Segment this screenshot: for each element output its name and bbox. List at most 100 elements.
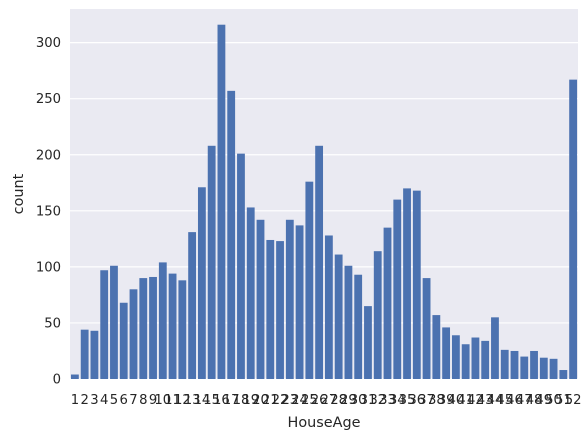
x-tick-label: 34 <box>389 393 406 408</box>
x-tick-label: 9 <box>149 393 157 408</box>
x-tick-label: 40 <box>447 393 464 408</box>
bar-34 <box>393 199 402 379</box>
x-tick-label: 19 <box>242 393 259 408</box>
bar-29 <box>344 265 353 379</box>
bar-44 <box>491 317 499 379</box>
x-tick-label: 45 <box>496 393 513 408</box>
x-tick-label: 30 <box>350 393 367 408</box>
x-tick-label: 46 <box>506 393 523 408</box>
bar-16 <box>217 24 226 380</box>
x-tick-label: 12 <box>174 393 191 408</box>
x-tick-label: 49 <box>535 393 552 408</box>
x-tick-label: 39 <box>438 393 455 408</box>
bar-17 <box>227 90 236 380</box>
bar-1 <box>70 374 79 379</box>
bar-28 <box>334 254 343 379</box>
bar-35 <box>403 188 411 379</box>
y-tick-label: 200 <box>36 148 61 163</box>
x-tick-label: 1 <box>71 393 79 408</box>
y-axis-ticks: 0 50 100 150 200 250 300 <box>36 36 61 387</box>
x-tick-label: 21 <box>262 393 279 408</box>
bar-26 <box>315 145 324 379</box>
x-tick-label: 5 <box>110 393 118 408</box>
bar-23 <box>285 219 294 379</box>
y-tick-label: 250 <box>36 92 61 107</box>
x-tick-label: 15 <box>203 393 220 408</box>
bar-14 <box>197 187 206 379</box>
bars <box>70 24 578 380</box>
bar-10 <box>158 262 167 379</box>
x-tick-label: 13 <box>184 393 201 408</box>
bar-43 <box>481 340 490 379</box>
bar-27 <box>324 235 333 379</box>
y-tick-label: 50 <box>44 316 61 331</box>
x-tick-label: 28 <box>330 393 347 408</box>
bar-41 <box>461 344 470 379</box>
bar-42 <box>471 337 480 379</box>
bar-21 <box>266 239 275 379</box>
x-tick-label: 52 <box>565 393 582 408</box>
x-tick-label: 50 <box>545 393 562 408</box>
x-tick-label: 20 <box>252 393 269 408</box>
bar-31 <box>364 306 372 379</box>
bar-36 <box>412 190 421 379</box>
x-tick-label: 16 <box>213 393 230 408</box>
bar-30 <box>354 274 363 379</box>
bar-9 <box>149 276 157 379</box>
x-tick-label: 26 <box>311 393 328 408</box>
y-tick-label: 100 <box>36 260 61 275</box>
x-tick-label: 10 <box>154 393 171 408</box>
bar-50 <box>549 358 558 379</box>
bar-45 <box>500 349 509 379</box>
x-tick-label: 22 <box>272 393 289 408</box>
bar-15 <box>207 145 216 379</box>
x-axis-label: HouseAge <box>288 415 361 431</box>
bar-11 <box>168 273 177 379</box>
bar-8 <box>139 278 148 379</box>
bar-39 <box>442 327 451 379</box>
bar-47 <box>520 356 529 379</box>
bar-32 <box>373 251 382 379</box>
x-axis-ticks: 1 2 3 4 5 6 7 8 91011121314151617181920212223242… <box>71 393 582 408</box>
x-tick-label: 48 <box>526 393 543 408</box>
bar-20 <box>256 219 265 379</box>
x-tick-label: 42 <box>467 393 484 408</box>
x-tick-label: 32 <box>369 393 386 408</box>
x-tick-label: 51 <box>555 393 572 408</box>
bar-52 <box>569 79 578 380</box>
y-tick-label: 300 <box>36 36 61 51</box>
bar-49 <box>539 357 548 379</box>
x-tick-label: 17 <box>223 393 240 408</box>
bar-4 <box>100 270 109 379</box>
x-tick-label: 29 <box>340 393 357 408</box>
y-axis-label: count <box>11 173 27 214</box>
bar-22 <box>276 241 284 379</box>
bar-5 <box>110 265 118 379</box>
x-tick-label: 27 <box>320 393 337 408</box>
y-tick-label: 0 <box>53 373 61 388</box>
bar-3 <box>90 330 99 379</box>
bar-51 <box>559 370 568 379</box>
x-tick-label: 25 <box>301 393 318 408</box>
x-tick-label: 3 <box>90 393 98 408</box>
bar-38 <box>432 315 441 379</box>
bar-7 <box>129 289 138 379</box>
bar-33 <box>383 227 392 379</box>
x-tick-label: 38 <box>428 393 445 408</box>
bar-40 <box>451 335 460 379</box>
x-tick-label: 31 <box>360 393 377 408</box>
x-tick-label: 23 <box>281 393 298 408</box>
x-tick-label: 43 <box>477 393 494 408</box>
x-tick-label: 35 <box>399 393 416 408</box>
bar-18 <box>237 153 245 379</box>
bar-13 <box>188 232 197 379</box>
x-tick-label: 8 <box>139 393 147 408</box>
x-tick-label: 2 <box>80 393 88 408</box>
bar-12 <box>178 280 187 379</box>
x-tick-label: 36 <box>408 393 425 408</box>
x-tick-label: 41 <box>457 393 474 408</box>
bar-6 <box>119 302 128 379</box>
x-tick-label: 11 <box>164 393 181 408</box>
x-tick-label: 47 <box>516 393 533 408</box>
